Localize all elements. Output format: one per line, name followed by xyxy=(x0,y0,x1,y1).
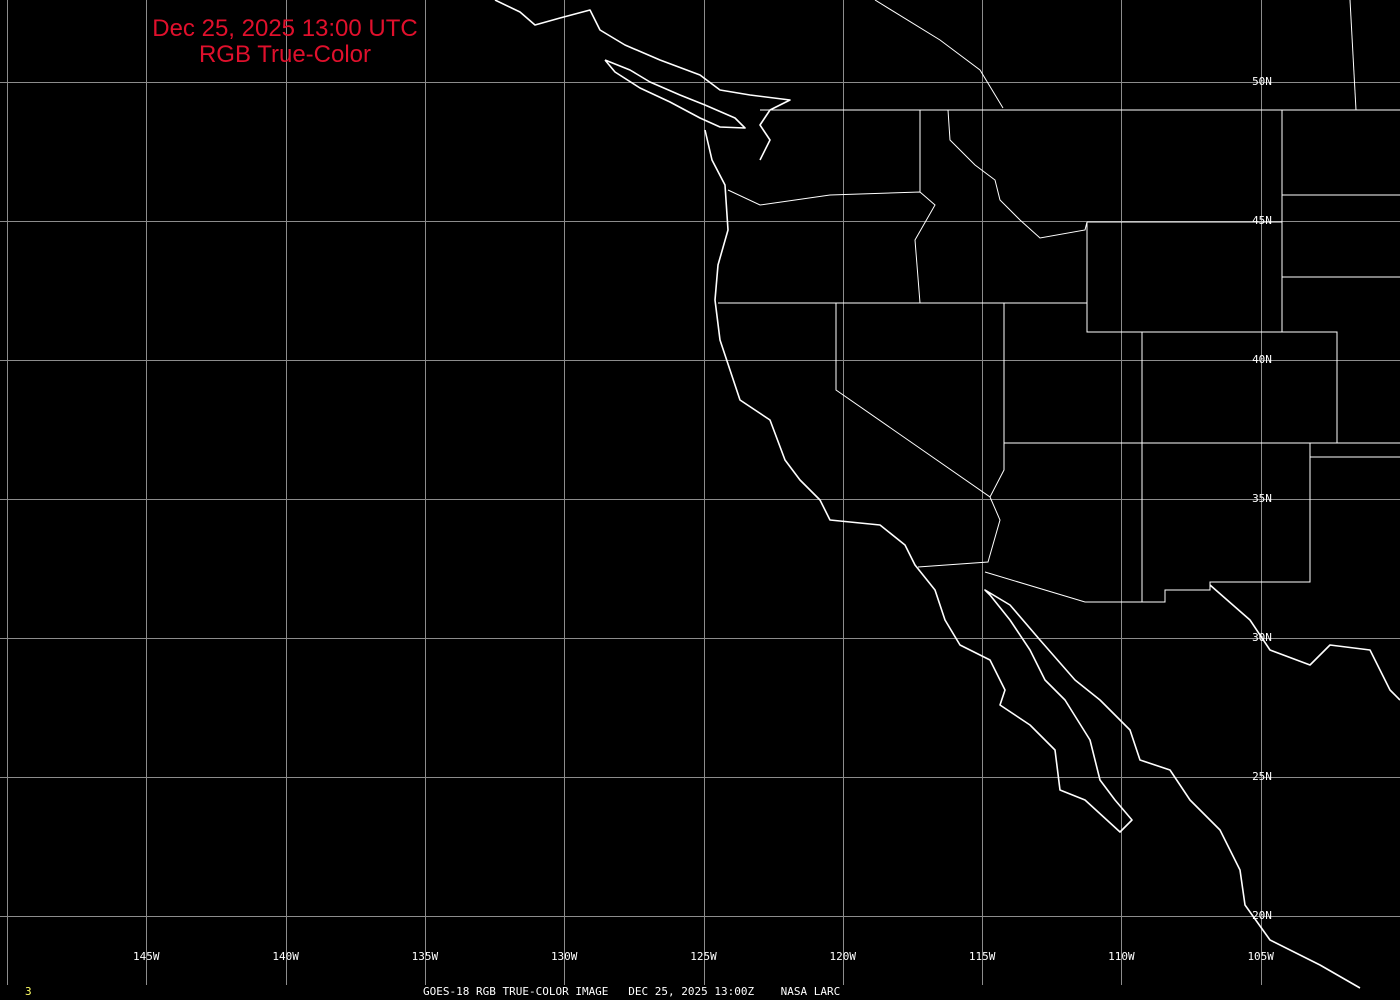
longitude-label: 130W xyxy=(551,950,578,963)
pacific-coast xyxy=(704,129,1361,989)
longitude-label: 110W xyxy=(1108,950,1135,963)
longitude-label: 135W xyxy=(412,950,439,963)
title-product: RGB True-Color xyxy=(198,41,372,68)
coastlines xyxy=(494,0,1400,989)
title-datetime: Dec 25, 2025 13:00 UTC xyxy=(152,15,418,42)
latitude-label: 30N xyxy=(1252,631,1272,644)
footer-caption: GOES-18 RGB TRUE-COLOR IMAGE DEC 25, 202… xyxy=(423,985,841,998)
longitude-label: 115W xyxy=(969,950,996,963)
latitude-label: 35N xyxy=(1252,492,1272,505)
longitude-label: 120W xyxy=(830,950,857,963)
latitude-label: 20N xyxy=(1252,909,1272,922)
latitude-label: 50N xyxy=(1252,75,1272,88)
longitude-label: 140W xyxy=(272,950,299,963)
longitude-label: 105W xyxy=(1247,950,1274,963)
political-borders xyxy=(718,0,1400,603)
vancouver-island xyxy=(604,59,746,129)
bc-coast xyxy=(494,0,791,161)
latitude-labels: 50N 45N 40N 35N 30N 25N 20N xyxy=(1252,75,1272,922)
latitude-label: 45N xyxy=(1252,214,1272,227)
longitude-label: 125W xyxy=(690,950,717,963)
longitude-label: 145W xyxy=(133,950,160,963)
latitude-label: 25N xyxy=(1252,770,1272,783)
longitude-labels: 145W 140W 135W 130W 125W 120W 115W 110W 105W xyxy=(133,950,1274,963)
sonora-coast xyxy=(1209,584,1400,701)
latitude-label: 40N xyxy=(1252,353,1272,366)
frame-number: 3 xyxy=(25,985,32,998)
